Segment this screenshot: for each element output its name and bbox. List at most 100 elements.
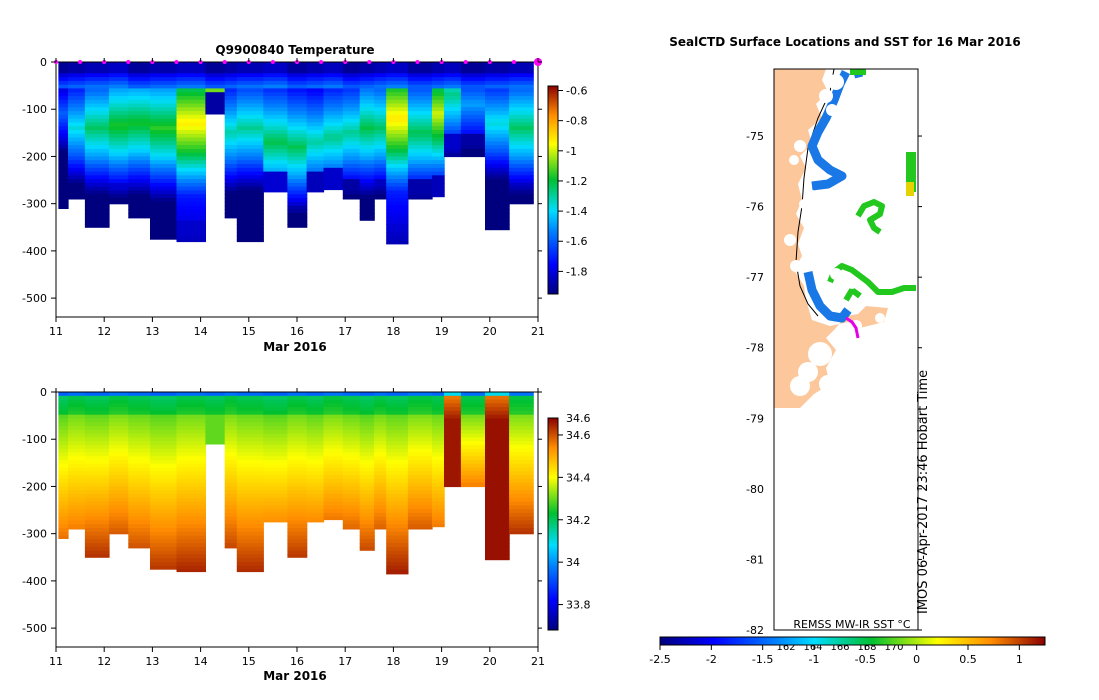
section-cell <box>236 205 264 210</box>
section-cell <box>386 171 409 176</box>
section-cell <box>460 414 486 420</box>
section-cell <box>374 92 387 97</box>
section-cell <box>287 452 308 457</box>
section-cell <box>432 118 445 124</box>
section-cell <box>323 179 344 184</box>
section-cell <box>224 84 238 90</box>
section-cell <box>485 84 510 90</box>
section-cell <box>224 133 238 139</box>
section-cell <box>342 103 361 108</box>
section-cell <box>306 126 325 131</box>
section-cell <box>432 433 445 438</box>
section-cell <box>236 148 264 154</box>
section-cell <box>263 186 288 192</box>
sst-patch-east-warm <box>906 182 914 196</box>
section-cell <box>407 114 433 120</box>
section-cell <box>432 497 445 503</box>
section-cell <box>84 414 110 420</box>
section-cell <box>323 145 344 150</box>
section-cell <box>263 171 288 176</box>
section-cell <box>150 111 178 116</box>
section-cell <box>84 456 110 461</box>
section-cell <box>323 130 344 135</box>
section-cell <box>128 543 151 548</box>
colorbar-tick-label: -1.8 <box>566 265 587 278</box>
section-cell <box>342 467 361 472</box>
section-cell <box>359 528 375 533</box>
section-cell <box>432 96 445 101</box>
section-cell <box>109 126 129 131</box>
section-cell <box>342 407 361 412</box>
section-cell <box>224 494 238 499</box>
section-cell <box>224 528 238 533</box>
section-cell <box>263 69 288 74</box>
section-cell <box>374 452 387 457</box>
section-cell <box>460 418 486 423</box>
section-cell <box>84 467 110 472</box>
section-cell <box>68 148 86 154</box>
section-cell <box>236 448 264 454</box>
section-cell <box>84 152 110 158</box>
section-cell <box>407 422 433 427</box>
section-cell <box>263 460 288 465</box>
section-cell <box>407 520 433 525</box>
section-cell <box>236 156 264 161</box>
section-cell <box>68 437 86 442</box>
section-cell <box>374 512 387 518</box>
section-cell <box>485 77 510 82</box>
section-cell <box>407 111 433 116</box>
section-cell <box>109 111 129 116</box>
section-cell <box>128 524 151 529</box>
section-cell <box>150 524 178 529</box>
section-cell <box>509 441 534 446</box>
section-cell <box>58 118 69 124</box>
depth-tick-label: -500 <box>22 292 47 305</box>
section-cell <box>306 486 325 491</box>
section-cell <box>150 224 178 229</box>
section-cell <box>460 471 486 476</box>
section-cell <box>58 452 69 457</box>
section-cell <box>323 126 344 131</box>
section-cell <box>323 441 344 446</box>
section-cell <box>374 111 387 116</box>
section-cell <box>460 62 486 67</box>
section-cell <box>374 407 387 412</box>
section-cell <box>359 475 375 480</box>
section-cell <box>485 167 510 173</box>
section-cell <box>485 539 510 544</box>
section-cell <box>386 543 409 548</box>
section-cell <box>342 444 361 450</box>
section-cell <box>84 137 110 142</box>
section-cell <box>509 175 534 180</box>
section-cell <box>68 395 86 401</box>
section-cell <box>109 122 129 127</box>
section-cell <box>342 84 361 90</box>
section-cell <box>323 471 344 476</box>
section-cell <box>444 403 462 408</box>
x-tick-label: 17 <box>338 655 352 668</box>
no-data-blobs <box>784 74 892 396</box>
section-cell <box>287 190 308 195</box>
section-cell <box>236 569 264 573</box>
section-cell <box>485 467 510 472</box>
section-cell <box>323 444 344 450</box>
section-cell <box>58 133 69 139</box>
section-cell <box>287 213 308 218</box>
section-cell <box>68 516 86 522</box>
section-cell <box>287 198 308 203</box>
section-cell <box>176 452 206 457</box>
section-cell <box>342 65 361 71</box>
section-cell <box>359 471 375 476</box>
section-cell <box>84 422 110 427</box>
section-cell <box>359 535 375 540</box>
section-cell <box>128 444 151 450</box>
section-cell <box>109 62 129 67</box>
section-cell <box>342 456 361 461</box>
section-cell <box>407 414 433 420</box>
section-cell <box>342 505 361 510</box>
section-cell <box>224 486 238 491</box>
section-cell <box>306 433 325 438</box>
section-cell <box>485 182 510 188</box>
section-cell <box>128 471 151 476</box>
section-cell <box>263 118 288 124</box>
